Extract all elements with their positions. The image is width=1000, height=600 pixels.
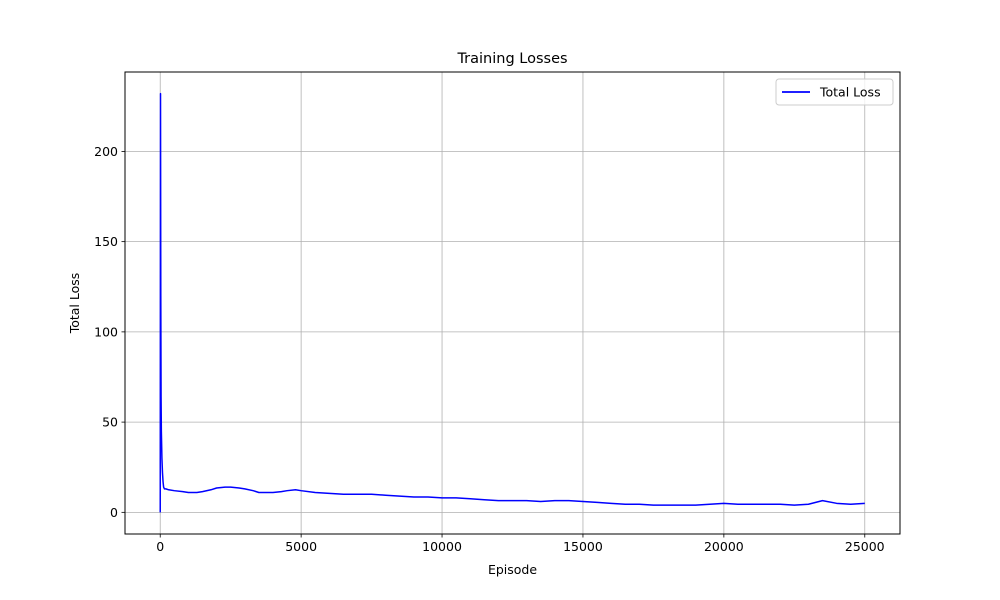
y-tick-label: 50: [102, 415, 118, 430]
x-axis-label: Episode: [488, 562, 537, 577]
y-tick-label: 100: [94, 324, 118, 339]
legend: Total Loss: [775, 78, 894, 106]
x-tick-label: 0: [156, 539, 164, 554]
legend-label-total-loss: Total Loss: [819, 85, 881, 100]
x-tick-label: 10000: [422, 539, 462, 554]
x-tick-label: 5000: [285, 539, 317, 554]
series-line-total-loss: [159, 92, 865, 513]
y-tick-label: 0: [110, 505, 118, 520]
plot-frame: [124, 71, 901, 535]
x-tick-label: 25000: [845, 539, 885, 554]
y-axis-label: Total Loss: [67, 273, 82, 335]
legend-box: [775, 78, 894, 106]
series-layer: [159, 92, 865, 513]
y-tick-label: 200: [94, 144, 118, 159]
chart-title: Training Losses: [456, 51, 567, 67]
x-tick-label: 20000: [704, 539, 744, 554]
plot-area: [125, 72, 900, 534]
x-tick-label: 15000: [563, 539, 603, 554]
y-tick-label: 150: [94, 234, 118, 249]
axis-ticks: 0 5000 10000 15000 20000 25000 0 50 100 150 200: [94, 144, 885, 554]
grid-lines: [125, 72, 900, 534]
